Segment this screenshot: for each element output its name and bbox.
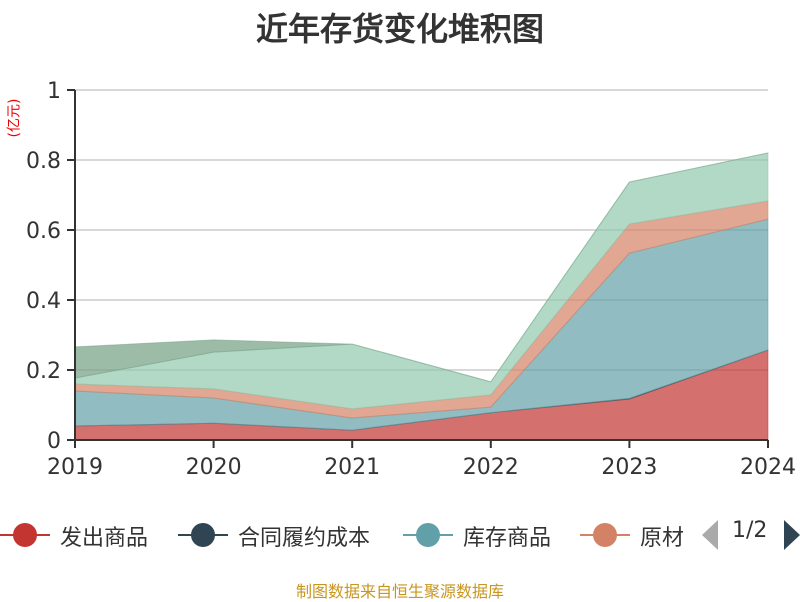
y-tick-label: 1	[47, 79, 61, 104]
legend-label-0[interactable]: 发出商品	[60, 526, 149, 551]
legend-prev-arrow-icon[interactable]	[702, 520, 718, 550]
y-tick-label: 0.8	[26, 149, 61, 174]
x-tick-label: 2024	[740, 455, 796, 480]
y-tick-label: 0.4	[26, 289, 61, 314]
y-tick-label: 0.2	[26, 359, 61, 384]
x-tick-label: 2020	[186, 455, 242, 480]
x-tick-label: 2023	[601, 455, 657, 480]
legend-marker-1	[191, 523, 215, 547]
y-tick-label: 0	[47, 429, 61, 454]
source-note: 制图数据来自恒生聚源数据库	[295, 582, 504, 601]
x-tick-label: 2022	[463, 455, 519, 480]
legend-label-1[interactable]: 合同履约成本	[238, 526, 371, 551]
legend-marker-2	[416, 523, 440, 547]
legend-page-indicator: 1/2	[732, 518, 768, 543]
legend-next-arrow-icon[interactable]	[784, 520, 800, 550]
legend-label-3[interactable]: 原材料	[640, 526, 683, 551]
x-tick-label: 2021	[324, 455, 380, 480]
legend-marker-3	[593, 523, 617, 547]
x-tick-label: 2019	[47, 455, 103, 480]
chart-title: 近年存货变化堆积图	[255, 10, 544, 48]
legend-marker-0	[13, 523, 37, 547]
legend-label-2[interactable]: 库存商品	[463, 526, 552, 551]
y-tick-label: 0.6	[26, 219, 61, 244]
area-series-5	[74, 152, 769, 383]
